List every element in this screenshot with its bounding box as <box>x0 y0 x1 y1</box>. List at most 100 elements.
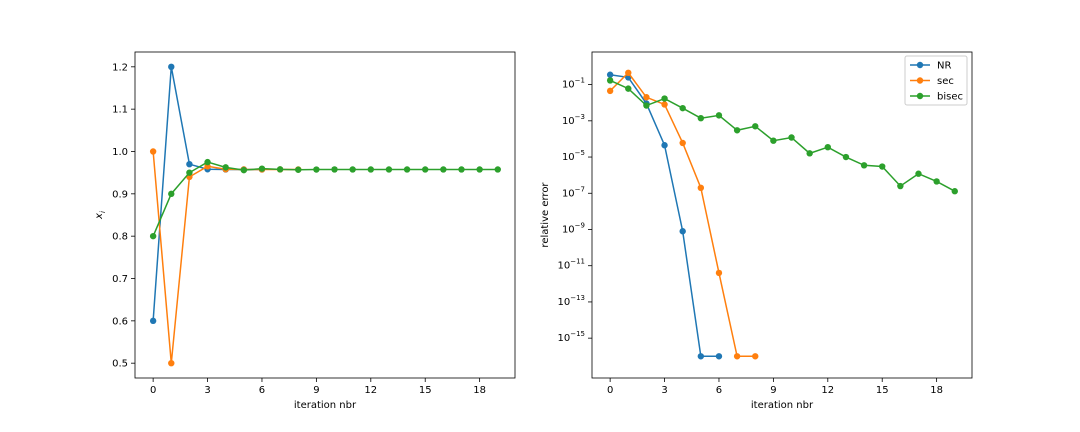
y-tick-label: 10−1 <box>562 77 585 91</box>
legend-marker-nr <box>916 61 924 69</box>
data-point-bisec <box>824 143 831 151</box>
data-point-bisec <box>222 164 229 171</box>
data-point-bisec <box>494 166 501 173</box>
data-point-bisec <box>295 166 302 173</box>
data-point-bisec <box>349 166 356 173</box>
data-point-bisec <box>752 123 759 130</box>
data-point-bisec <box>204 158 211 166</box>
y-tick-label: 10−3 <box>562 113 585 127</box>
data-point-nr <box>149 317 157 325</box>
series-line-sec <box>152 151 299 364</box>
axes-frame <box>134 51 516 379</box>
y-tick-label: 10−5 <box>562 149 585 163</box>
data-point-sec <box>661 101 668 108</box>
legend: NR sec bisec <box>904 55 968 106</box>
x-tick-label: 6 <box>259 385 265 396</box>
data-point-sec <box>625 69 632 76</box>
legend-box <box>904 55 968 106</box>
data-point-sec <box>697 184 705 192</box>
x-tick-label: 15 <box>876 385 889 396</box>
data-point-bisec <box>440 166 447 173</box>
data-point-bisec <box>458 166 465 173</box>
data-point-bisec <box>806 150 813 157</box>
x-tick-label: 3 <box>661 385 667 396</box>
x-tick-label: 18 <box>473 385 486 396</box>
data-point-sec <box>715 269 723 277</box>
data-point-bisec <box>385 166 393 173</box>
data-point-bisec <box>915 170 922 177</box>
data-point-bisec <box>403 166 411 173</box>
chart-left: 0 3 6 9 12 15 18 0.5 0.6 0.7 0.8 0.9 1.0 1.1 1.2 iterat… <box>94 51 516 411</box>
data-point-sec <box>643 94 650 101</box>
data-point-bisec <box>697 114 705 122</box>
legend-marker-sec <box>916 77 924 84</box>
x-tick-label: 9 <box>313 385 319 396</box>
legend-marker-bisec <box>916 92 924 100</box>
x-tick-label: 12 <box>364 385 377 396</box>
data-point-bisec <box>679 104 686 112</box>
data-point-nr <box>679 228 686 235</box>
data-point-bisec <box>933 178 940 185</box>
data-point-sec <box>149 148 157 155</box>
data-point-sec <box>679 139 686 147</box>
y-tick-label: 0.6 <box>112 316 128 327</box>
y-tick-label: 10−13 <box>557 294 585 308</box>
y-tick-label: 1.0 <box>112 147 128 158</box>
data-point-bisec <box>860 162 868 169</box>
data-point-nr <box>715 353 723 360</box>
data-point-nr <box>186 160 193 168</box>
data-point-sec <box>606 87 614 95</box>
data-point-bisec <box>186 169 193 176</box>
x-tick-label: 9 <box>770 385 776 396</box>
y-tick-label: 0.7 <box>112 274 128 285</box>
data-point-bisec <box>313 166 320 173</box>
y-tick-label: 0.9 <box>112 189 128 200</box>
data-point-bisec <box>951 188 958 195</box>
data-point-bisec <box>422 166 429 173</box>
data-point-bisec <box>661 95 668 102</box>
data-point-bisec <box>240 166 248 174</box>
data-point-nr <box>697 353 705 360</box>
data-point-bisec <box>606 77 614 84</box>
data-point-bisec <box>331 166 338 173</box>
data-point-sec <box>752 353 759 360</box>
data-point-bisec <box>897 182 904 190</box>
y-tick-label: 10−11 <box>557 258 585 272</box>
x-tick-label: 18 <box>930 385 943 396</box>
legend-label-bisec: bisec <box>937 92 963 103</box>
x-tick-label: 12 <box>821 385 834 396</box>
data-point-bisec <box>276 166 284 173</box>
data-point-bisec <box>476 166 483 173</box>
data-point-nr <box>606 71 614 78</box>
x-tick-label: 15 <box>419 385 432 396</box>
x-axis-label: iteration nbr <box>751 400 814 411</box>
data-point-bisec <box>643 102 650 109</box>
data-point-bisec <box>842 153 850 161</box>
axes-frame <box>591 51 973 379</box>
x-tick-label: 6 <box>716 385 722 396</box>
x-tick-label: 0 <box>607 385 613 396</box>
data-point-bisec <box>367 166 374 173</box>
y-tick-label: 10−9 <box>562 221 585 235</box>
y-tick-label: 0.8 <box>112 232 128 243</box>
data-point-bisec <box>770 137 777 144</box>
series-line-sec <box>609 71 756 358</box>
data-point-sec <box>733 353 741 360</box>
chart-right: 0 3 6 9 12 15 18 10−15 10−13 10−11 10−9 10−7 10−5 10−… <box>540 51 973 411</box>
y-tick-label: 0.5 <box>112 359 128 370</box>
data-point-bisec <box>879 163 886 170</box>
data-point-sec <box>168 359 175 367</box>
y-tick-label: 10−15 <box>557 330 585 344</box>
data-point-bisec <box>715 112 723 119</box>
x-tick-label: 0 <box>150 385 156 396</box>
data-point-bisec <box>168 190 175 198</box>
data-point-bisec <box>625 85 632 92</box>
y-axis-label: xi <box>94 211 107 220</box>
data-point-nr <box>168 63 175 71</box>
x-axis-label: iteration nbr <box>294 400 357 411</box>
data-point-bisec <box>149 232 157 240</box>
data-point-nr <box>661 142 668 149</box>
data-point-bisec <box>258 165 266 172</box>
series-line-bisec <box>152 161 498 237</box>
